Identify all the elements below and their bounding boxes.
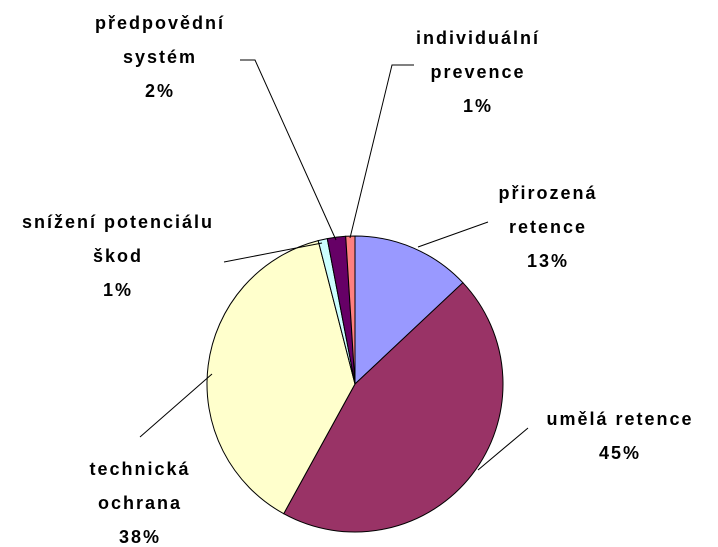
leader-line [349, 64, 414, 239]
slice-percent: 1% [102, 280, 133, 300]
leader-line [417, 221, 489, 248]
slice-label: umělá retence 45% [510, 402, 718, 470]
slice-percent: 2% [144, 81, 175, 101]
slice-label: individuální prevence 1% [398, 21, 558, 123]
slice-name: individuální prevence [415, 28, 540, 82]
slice-label: předpovědní systém 2% [80, 6, 240, 108]
pie-slice [354, 235, 464, 386]
slice-percent: 1% [462, 96, 493, 116]
slice-label: přirozená retence 13% [478, 176, 618, 278]
slice-name: přirozená retence [498, 183, 598, 237]
slice-name: umělá retence [546, 409, 694, 429]
leader-line [139, 373, 213, 438]
slice-name: snížení potenciálu škod [21, 212, 215, 266]
slice-percent: 13% [526, 251, 570, 271]
leader-line [477, 427, 529, 471]
slice-name: předpovědní systém [94, 13, 225, 67]
slice-label: technická ochrana 38% [75, 452, 205, 547]
slice-percent: 38% [118, 527, 162, 547]
leader-line [240, 59, 337, 241]
pie-slice [206, 240, 356, 515]
slice-name: technická ochrana [89, 459, 191, 513]
pie-slice [283, 281, 504, 533]
slice-percent: 45% [598, 443, 642, 463]
leader-line [223, 242, 323, 263]
slice-label: snížení potenciálu škod 1% [3, 205, 233, 307]
